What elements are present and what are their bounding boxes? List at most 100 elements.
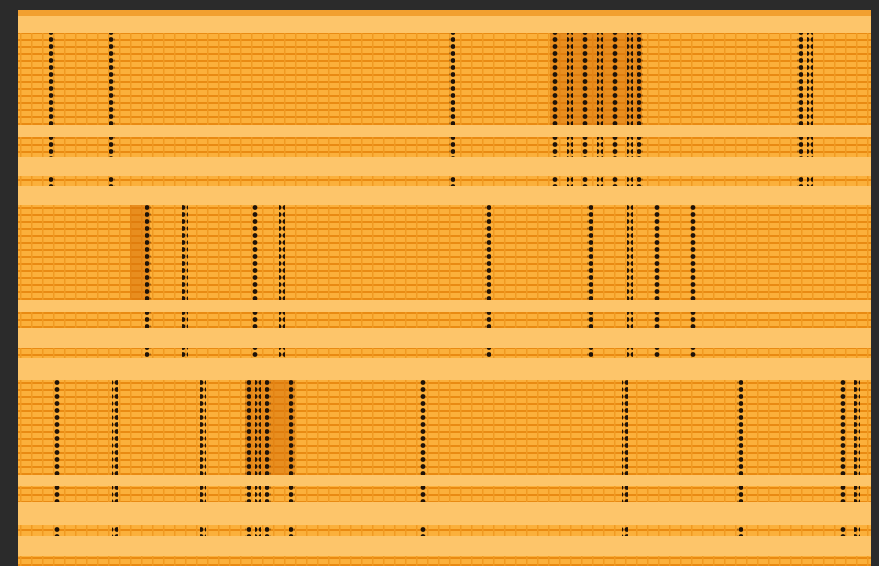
stripe-row bbox=[18, 176, 871, 186]
dot-column bbox=[627, 205, 633, 300]
dot-column bbox=[112, 525, 118, 536]
page: (() => { const g = document.getElementBy… bbox=[0, 0, 879, 566]
stripe-band bbox=[18, 380, 871, 475]
dot-column bbox=[637, 137, 643, 157]
dot-column bbox=[612, 176, 618, 186]
dot-column bbox=[597, 33, 603, 125]
dot-column bbox=[627, 176, 633, 186]
top-row bbox=[18, 10, 871, 16]
dot-column bbox=[145, 312, 151, 328]
dot-column bbox=[420, 486, 426, 502]
dot-column bbox=[49, 33, 55, 125]
dot-column bbox=[622, 380, 628, 475]
dot-column bbox=[265, 525, 271, 536]
dot-column bbox=[582, 137, 588, 157]
dot-column bbox=[627, 312, 633, 328]
dot-column bbox=[485, 312, 491, 328]
dot-column bbox=[840, 525, 846, 536]
dot-column bbox=[145, 205, 151, 300]
dot-column bbox=[552, 33, 558, 125]
dot-column bbox=[49, 137, 55, 157]
dot-column bbox=[854, 525, 860, 536]
dot-column bbox=[690, 312, 696, 328]
dot-column bbox=[582, 176, 588, 186]
dot-column bbox=[255, 525, 261, 536]
dot-column bbox=[485, 348, 491, 358]
dot-column bbox=[449, 176, 455, 186]
dot-column bbox=[654, 348, 660, 358]
dot-column bbox=[485, 205, 491, 300]
dot-column bbox=[200, 380, 206, 475]
dot-column bbox=[567, 137, 573, 157]
image bbox=[0, 0, 879, 566]
dot-column bbox=[737, 486, 743, 502]
dot-column bbox=[245, 380, 251, 475]
dot-column bbox=[587, 312, 593, 328]
dot-column bbox=[567, 176, 573, 186]
dot-column bbox=[112, 486, 118, 502]
dot-column bbox=[807, 33, 813, 125]
dot-column bbox=[112, 380, 118, 475]
dot-column bbox=[840, 380, 846, 475]
dot-column bbox=[289, 525, 295, 536]
dot-column bbox=[690, 348, 696, 358]
dot-column bbox=[245, 525, 251, 536]
dot-column bbox=[582, 33, 588, 125]
dot-column bbox=[627, 33, 633, 125]
dot-column bbox=[797, 33, 803, 125]
dot-column bbox=[622, 486, 628, 502]
dot-column bbox=[622, 525, 628, 536]
dot-column bbox=[145, 348, 151, 358]
dot-column bbox=[200, 525, 206, 536]
dot-column bbox=[54, 486, 60, 502]
dot-column bbox=[279, 205, 285, 300]
dot-column bbox=[587, 348, 593, 358]
dot-column bbox=[449, 33, 455, 125]
stripe-band bbox=[18, 33, 871, 125]
dot-column bbox=[737, 380, 743, 475]
dot-column bbox=[807, 137, 813, 157]
dot-column bbox=[289, 486, 295, 502]
dot-column bbox=[807, 176, 813, 186]
dot-column bbox=[289, 380, 295, 475]
dot-column bbox=[252, 205, 258, 300]
dot-column bbox=[597, 176, 603, 186]
dot-column bbox=[255, 380, 261, 475]
dot-column bbox=[654, 312, 660, 328]
dot-column bbox=[797, 176, 803, 186]
dot-column bbox=[552, 176, 558, 186]
dot-column bbox=[854, 486, 860, 502]
dot-column bbox=[109, 33, 115, 125]
dot-column bbox=[200, 486, 206, 502]
dot-column bbox=[265, 486, 271, 502]
dot-column bbox=[552, 137, 558, 157]
dot-column bbox=[252, 348, 258, 358]
dot-column bbox=[182, 312, 188, 328]
dot-column bbox=[597, 137, 603, 157]
dot-column bbox=[449, 137, 455, 157]
dot-column bbox=[612, 33, 618, 125]
dot-column bbox=[797, 137, 803, 157]
dot-column bbox=[690, 205, 696, 300]
dot-column bbox=[245, 486, 251, 502]
dot-column bbox=[567, 33, 573, 125]
dot-column bbox=[49, 176, 55, 186]
dot-column bbox=[854, 380, 860, 475]
dot-column bbox=[637, 176, 643, 186]
dot-column bbox=[279, 348, 285, 358]
dot-column bbox=[54, 380, 60, 475]
dot-column bbox=[252, 312, 258, 328]
dot-column bbox=[255, 486, 261, 502]
dot-column bbox=[182, 205, 188, 300]
stripe-row bbox=[18, 137, 871, 157]
dot-column bbox=[627, 348, 633, 358]
dot-column bbox=[109, 176, 115, 186]
dot-column bbox=[420, 525, 426, 536]
dot-column bbox=[654, 205, 660, 300]
dot-column bbox=[420, 380, 426, 475]
stripe-row bbox=[18, 525, 871, 536]
dot-column bbox=[279, 312, 285, 328]
dot-column bbox=[627, 137, 633, 157]
dot-column bbox=[637, 33, 643, 125]
dot-column bbox=[612, 137, 618, 157]
